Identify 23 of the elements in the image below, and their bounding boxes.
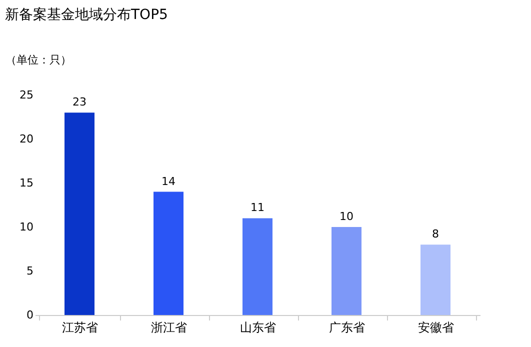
x-tick-label: 江苏省 [62, 320, 98, 334]
data-label: 14 [162, 174, 176, 188]
x-tick-label: 安徽省 [418, 320, 454, 334]
bar [242, 218, 272, 315]
bar [420, 244, 450, 315]
y-tick-label: 10 [20, 220, 34, 234]
x-tick-label: 浙江省 [151, 320, 187, 334]
bar [154, 192, 184, 315]
y-tick-label: 25 [20, 88, 34, 102]
x-tick-label: 广东省 [329, 320, 365, 334]
data-label: 8 [432, 228, 439, 241]
data-label: 10 [340, 210, 354, 223]
x-tick-label: 山东省 [240, 320, 276, 334]
bar [332, 227, 362, 315]
chart-title: 新备案基金地域分布TOP5 [5, 6, 168, 23]
y-tick-label: 0 [26, 308, 34, 322]
data-label: 23 [72, 96, 86, 109]
y-tick-label: 20 [20, 132, 34, 146]
y-axis-title: （单位：只） [6, 54, 72, 66]
y-tick-label: 15 [20, 176, 34, 190]
bar [64, 112, 94, 315]
y-tick-label: 5 [26, 264, 34, 278]
data-label: 11 [250, 201, 264, 214]
